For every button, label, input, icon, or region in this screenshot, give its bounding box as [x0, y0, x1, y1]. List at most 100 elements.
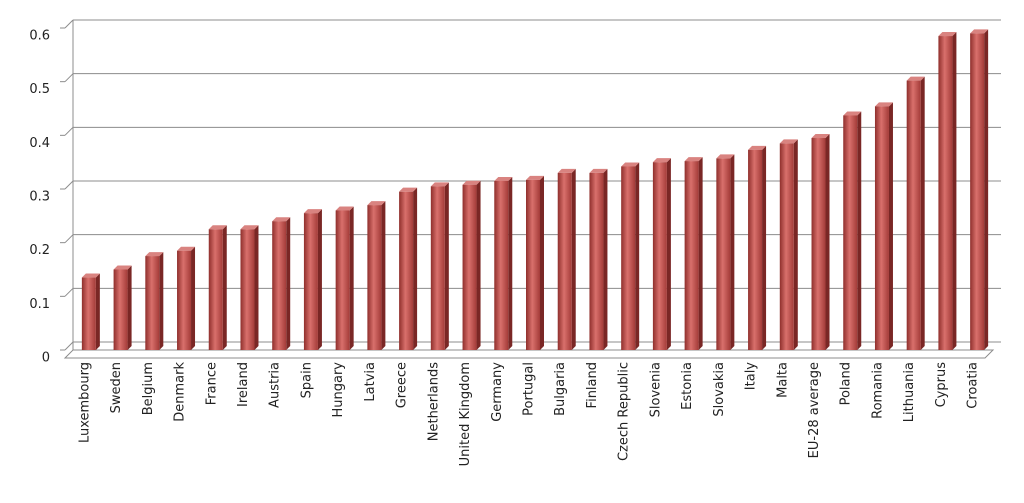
bar-side	[571, 168, 576, 350]
bar-side	[508, 176, 513, 350]
bar-top	[874, 102, 893, 107]
x-tick-label: Hungary	[331, 362, 346, 418]
bar-top	[113, 265, 132, 270]
x-tick-label: Czech Republic	[617, 362, 632, 461]
bar-top	[526, 175, 544, 180]
bar	[526, 179, 540, 350]
bar-top	[145, 252, 164, 257]
bar-top	[81, 273, 100, 278]
bar-side	[381, 201, 386, 350]
bar-top	[240, 225, 259, 230]
bar	[843, 115, 858, 350]
x-tick-label: Belgium	[141, 362, 156, 415]
y-tick-label: 0	[42, 351, 50, 366]
x-tick-label: Luxembourg	[77, 362, 92, 443]
bar	[272, 221, 287, 350]
x-tick-label: Malta	[775, 362, 790, 398]
bar-side	[349, 206, 354, 350]
bar-top	[811, 134, 830, 139]
bar-top	[335, 206, 354, 211]
bar-top	[303, 209, 322, 214]
bar	[177, 250, 192, 350]
bar-side	[540, 175, 544, 350]
bar	[906, 80, 921, 351]
x-tick-label: Cyprus	[934, 362, 949, 408]
bar-top	[399, 187, 418, 192]
bar-top	[462, 180, 481, 185]
bar	[748, 149, 763, 350]
bar	[430, 186, 445, 350]
bar-side	[984, 29, 989, 350]
bar	[240, 229, 255, 350]
x-tick-label: Estonia	[680, 362, 695, 410]
y-tick-label: 0.2	[29, 243, 50, 258]
bar-side	[635, 162, 640, 350]
bar	[208, 229, 223, 350]
bar-top	[589, 168, 608, 173]
grid-depth	[64, 287, 74, 297]
grid-depth	[64, 234, 74, 244]
x-tick-label: Portugal	[522, 362, 537, 416]
bar-side	[952, 32, 957, 351]
bar	[811, 138, 826, 350]
bar	[557, 172, 572, 350]
x-tick-label: Latvia	[363, 362, 378, 402]
bar-side	[159, 252, 164, 350]
x-tick-label: Bulgaria	[553, 362, 568, 416]
bar	[874, 106, 889, 350]
x-tick-label: United Kingdom	[458, 362, 473, 466]
bar-top	[272, 217, 291, 222]
x-tick-label: Croatia	[966, 362, 981, 409]
bar-top	[652, 158, 671, 163]
bar	[621, 166, 636, 350]
bar-side	[476, 180, 481, 350]
bar-side	[793, 139, 798, 350]
bar-top	[716, 154, 735, 159]
x-tick-label: Denmark	[173, 362, 188, 422]
bar-top	[430, 182, 449, 187]
bar-top	[748, 145, 767, 150]
bar-top	[779, 139, 798, 144]
bar-top	[938, 32, 957, 37]
bar	[367, 205, 382, 350]
bar-top	[367, 201, 386, 206]
grid-depth	[64, 180, 74, 190]
bar-top	[843, 111, 862, 116]
y-tick-label: 0.4	[29, 136, 50, 151]
bar-top	[684, 157, 703, 162]
bar	[399, 191, 414, 350]
x-tick-label: Slovenia	[648, 362, 663, 417]
bar-side	[444, 182, 449, 350]
bar-top	[970, 29, 989, 34]
bar-top	[906, 76, 925, 81]
x-tick-label: France	[204, 362, 219, 405]
bar	[335, 210, 350, 350]
bar-side	[127, 265, 132, 350]
bar	[81, 277, 96, 350]
bar-side	[603, 168, 608, 350]
bar-side	[920, 76, 925, 351]
y-tick-label: 0.1	[29, 297, 50, 312]
bar-top	[621, 162, 640, 167]
floor	[63, 349, 995, 359]
bar-side	[762, 145, 767, 350]
bar	[779, 143, 794, 350]
x-tick-label: Spain	[299, 362, 314, 398]
bar-side	[95, 273, 100, 350]
grid-depth	[64, 73, 74, 83]
bar	[938, 36, 953, 351]
bar-side	[825, 134, 830, 350]
bar	[145, 256, 160, 350]
x-tick-label: EU-28 average	[807, 362, 822, 458]
bar-top	[557, 168, 576, 173]
bar-top	[208, 225, 227, 230]
x-tick-label: Romania	[870, 362, 885, 419]
x-tick-label: Slovakia	[712, 362, 727, 417]
x-tick-label: Netherlands	[426, 362, 441, 441]
bar-side	[888, 102, 893, 350]
x-tick-label: Austria	[268, 362, 283, 408]
bar-side	[730, 154, 735, 350]
x-tick-label: Sweden	[109, 362, 124, 413]
